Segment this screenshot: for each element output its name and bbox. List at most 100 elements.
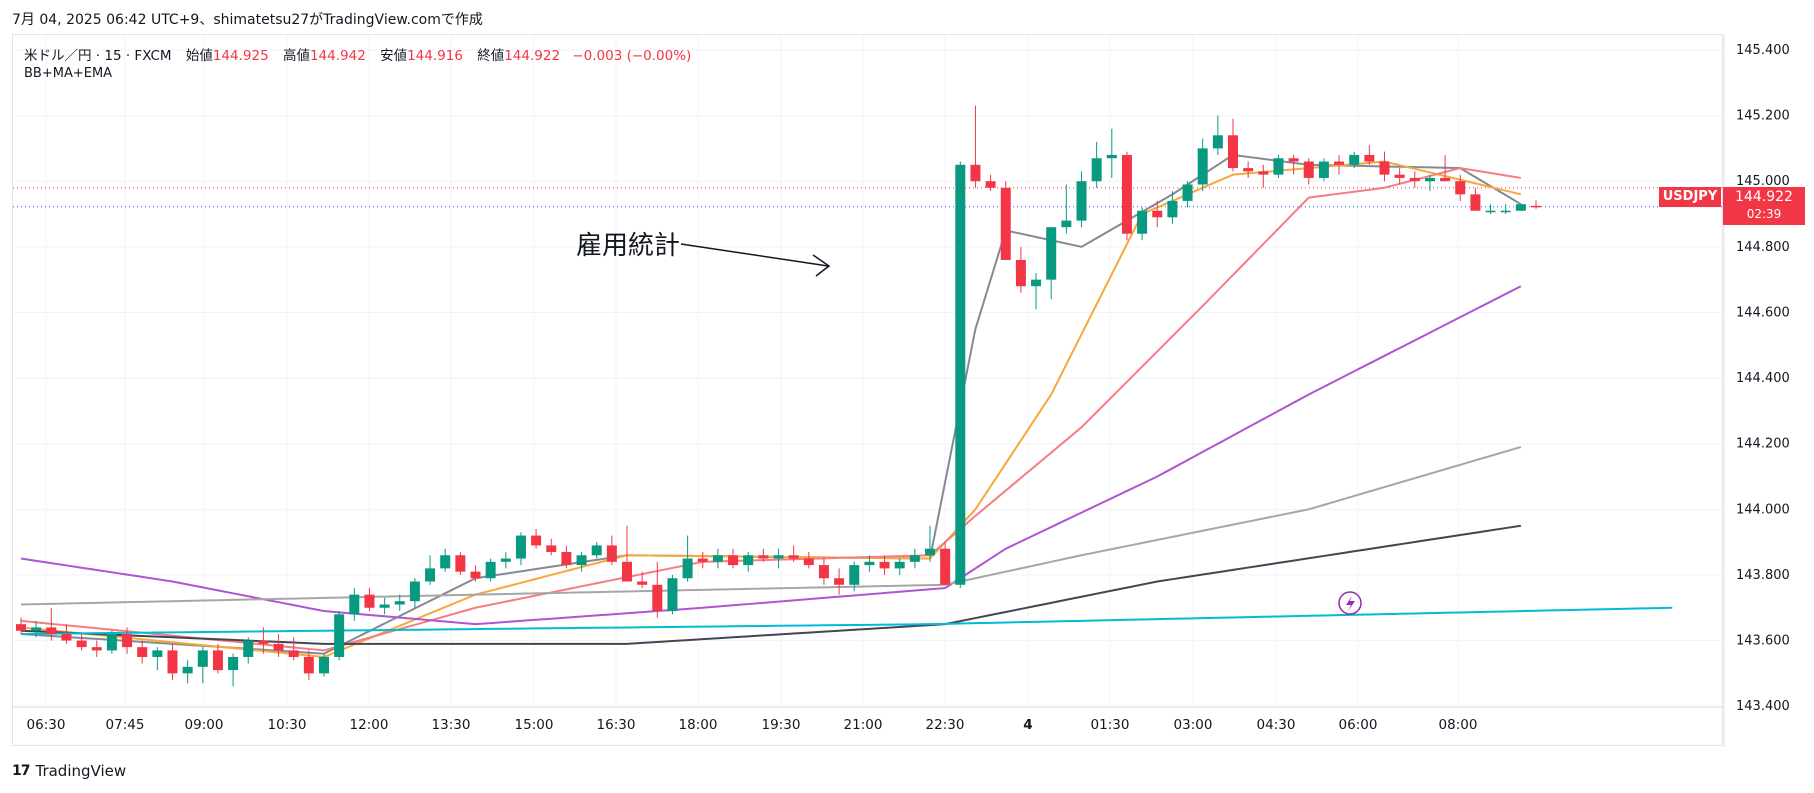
legend-change: −0.003 (−0.00%) (572, 48, 692, 64)
y-tick-label: 145.000 (1736, 174, 1790, 189)
x-tick-label: 07:45 (106, 717, 145, 733)
candle-body (728, 555, 739, 566)
candle-body (16, 624, 26, 631)
candle-body (228, 656, 239, 671)
candle-body (1515, 204, 1526, 211)
candle-body (1394, 174, 1405, 178)
footer-brand[interactable]: TradingView (35, 762, 127, 780)
y-tick-label: 143.800 (1736, 568, 1790, 583)
candle-body (1137, 210, 1148, 234)
candle-body (470, 571, 481, 579)
candle-body (1485, 210, 1496, 213)
candle-body (303, 656, 314, 674)
y-tick-label: 145.200 (1736, 109, 1790, 124)
candle-body (803, 558, 814, 566)
candle-body (91, 647, 102, 651)
symbol-price-tag: USDJPY (1659, 187, 1721, 207)
candle-body (106, 634, 117, 651)
candle-body (576, 555, 587, 566)
price-chart[interactable]: 145.400 145.200 145.000 144.800 144.600 144.4… (13, 35, 1803, 747)
candle-body (1318, 161, 1329, 178)
y-tick-label: 143.400 (1736, 699, 1790, 714)
candle-body (500, 558, 511, 562)
candle-body (743, 555, 754, 566)
candle-body (1212, 135, 1223, 149)
x-tick-label: 18:00 (679, 717, 718, 733)
candle-body (758, 555, 769, 559)
candle-body (485, 561, 496, 579)
candle-body (849, 565, 860, 585)
x-tick-label: 01:30 (1091, 717, 1130, 733)
lightning-icon (1346, 596, 1355, 611)
x-tick-label: 21:00 (844, 717, 883, 733)
candle-body (61, 634, 72, 641)
legend-high-value: 144.942 (309, 48, 366, 64)
tradingview-logo-icon[interactable]: 17 (12, 763, 31, 779)
candle-body (46, 627, 57, 635)
candle-body (1061, 220, 1072, 228)
candle-body (652, 584, 663, 612)
x-tick-label: 12:00 (350, 717, 389, 733)
candle-body (1349, 154, 1360, 165)
candle-body (940, 548, 951, 585)
candle-body (137, 647, 148, 657)
candle-body (773, 555, 784, 559)
candle-body (1243, 168, 1254, 172)
candle-body (955, 164, 966, 585)
x-tick-label: 08:00 (1439, 717, 1478, 733)
candle-body (894, 561, 905, 569)
chart-frame[interactable]: 145.400 145.200 145.000 144.800 144.600 144.4… (12, 34, 1790, 747)
candle-body (1470, 194, 1481, 211)
candle-body (1531, 205, 1541, 208)
candle-body (1409, 177, 1420, 182)
y-tick-label: 143.600 (1736, 634, 1790, 649)
candle-body (1334, 161, 1345, 165)
x-tick-label: 03:00 (1174, 717, 1213, 733)
candle-body (1182, 184, 1193, 201)
annotation-arrow-head (812, 254, 831, 277)
x-tick-label: 22:30 (926, 717, 965, 733)
candle-body (1500, 210, 1511, 213)
candle-body (697, 558, 708, 562)
candle-body (909, 555, 920, 562)
candle-body (379, 604, 390, 608)
annotation-label: 雇用統計 (576, 231, 680, 261)
legend-symbol[interactable]: 米ドル／円 · 15 · FXCM (24, 48, 172, 64)
candle-body (1152, 210, 1163, 218)
candle-body (182, 666, 193, 674)
candle-body (288, 650, 299, 657)
x-tick-label: 16:30 (597, 717, 636, 733)
candle-body (394, 601, 405, 605)
candle-body (1121, 154, 1132, 234)
candle-body (319, 656, 329, 674)
candle-body (1046, 227, 1057, 280)
candle-body (1273, 158, 1284, 175)
x-tick-label: 06:30 (27, 717, 66, 733)
candle-body (985, 181, 996, 188)
legend-low-value: 144.916 (407, 48, 463, 64)
candle-body (667, 578, 678, 612)
candle-body (606, 545, 617, 562)
candle-body (531, 535, 542, 546)
x-tick-label: 4 (1023, 717, 1032, 733)
candle-body (31, 627, 42, 631)
candle-body (167, 650, 178, 674)
x-tick-label: 04:30 (1257, 717, 1296, 733)
legend-close-label: 終値 (477, 48, 505, 64)
candle-body (1076, 181, 1087, 221)
y-tick-label: 144.600 (1736, 305, 1790, 320)
candle-body (925, 548, 935, 556)
chart-header: 7月 04, 2025 06:42 UTC+9、shimatetsu27がTra… (12, 12, 483, 28)
candle-body (152, 650, 163, 657)
ma-line-2 (20, 167, 1522, 652)
y-tick-label: 145.400 (1736, 43, 1790, 58)
candle-body (243, 640, 254, 657)
y-tick-label: 144.200 (1736, 437, 1790, 452)
last-price-tag: 144.922 02:39 (1723, 187, 1805, 225)
candle-body (1364, 154, 1375, 162)
ma-line-4 (20, 446, 1522, 606)
candle-body (273, 643, 284, 651)
candle-body (425, 568, 436, 582)
indicator-label[interactable]: BB+MA+EMA (24, 66, 113, 81)
candle-body (515, 535, 526, 559)
